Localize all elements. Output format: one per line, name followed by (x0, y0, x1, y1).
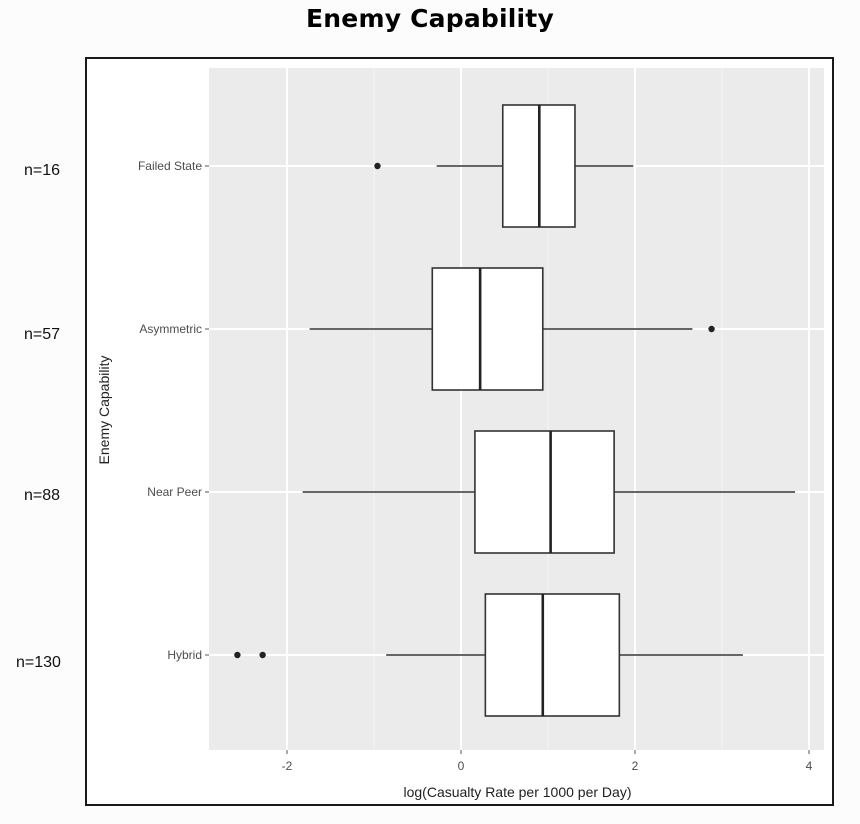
x-tick-label: -2 (282, 759, 293, 773)
box-iqr (484, 593, 621, 717)
outlier-point (234, 651, 241, 659)
group-count-label: n=130 (16, 654, 61, 671)
y-tick-label: Asymmetric (139, 322, 202, 336)
outlier-point (708, 325, 715, 333)
group-count-label: n=16 (24, 162, 61, 179)
outlier-point (259, 651, 266, 659)
figure-title: Enemy Capability (306, 4, 554, 33)
group-count-label: n=57 (24, 326, 61, 343)
y-axis-title: Enemy Capability (96, 356, 112, 465)
y-tick-label: Hybrid (167, 648, 202, 662)
x-tick-label: 4 (806, 759, 813, 773)
y-tick-label: Near Peer (147, 485, 202, 499)
x-tick-label: 0 (458, 759, 465, 773)
x-axis-title: log(Casualty Rate per 1000 per Day) (403, 784, 631, 800)
outlier-point (374, 162, 381, 170)
group-count-label: n=88 (24, 487, 61, 504)
box-iqr (474, 430, 615, 554)
y-tick-label: Failed State (138, 159, 202, 173)
x-tick-label: 2 (632, 759, 639, 773)
box-iqr (431, 267, 544, 391)
